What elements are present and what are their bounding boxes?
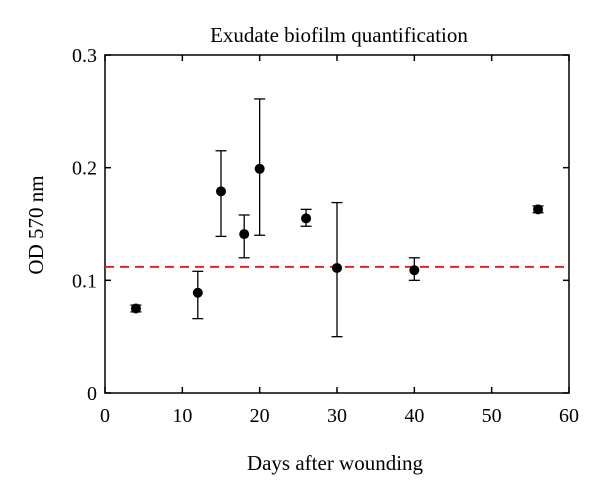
x-tick-label: 40: [404, 405, 424, 427]
x-axis: 0 10 20 30 40 50 60: [100, 55, 579, 427]
data-point: [301, 213, 312, 224]
x-tick-label: 30: [327, 405, 347, 427]
data-point-group: [254, 98, 266, 236]
x-axis-label: Days after wounding: [247, 451, 424, 475]
x-tick-label: 50: [482, 405, 502, 427]
data-point-group: [238, 214, 250, 259]
y-axis-label: OD 570 nm: [24, 175, 48, 274]
chart-title: Exudate biofilm quantification: [210, 23, 468, 47]
x-tick-label: 20: [250, 405, 270, 427]
y-axis: 0 0.1 0.2 0.3: [72, 45, 569, 405]
data-point: [216, 186, 226, 197]
data-point: [409, 265, 420, 276]
data-point: [239, 229, 250, 240]
data-point-group: [532, 204, 544, 215]
data-point: [533, 204, 544, 215]
y-tick-label: 0.3: [72, 45, 97, 67]
x-tick-label: 0: [100, 405, 110, 427]
data-point-group: [408, 257, 420, 281]
data-point-group: [300, 208, 312, 227]
data-point-group: [192, 270, 204, 320]
data-point: [130, 303, 141, 314]
plot-area: [104, 54, 570, 394]
x-tick-label: 60: [559, 405, 579, 427]
data-point: [192, 287, 203, 298]
x-tick-label: 10: [172, 405, 192, 427]
y-tick-label: 0.2: [72, 158, 97, 180]
data-point: [332, 262, 342, 273]
y-tick-label: 0.1: [72, 270, 97, 292]
data-point-group: [215, 150, 227, 238]
y-tick-label: 0: [87, 383, 97, 405]
data-point-group: [331, 201, 343, 338]
data-point: [254, 163, 265, 174]
data-point-group: [130, 303, 142, 314]
